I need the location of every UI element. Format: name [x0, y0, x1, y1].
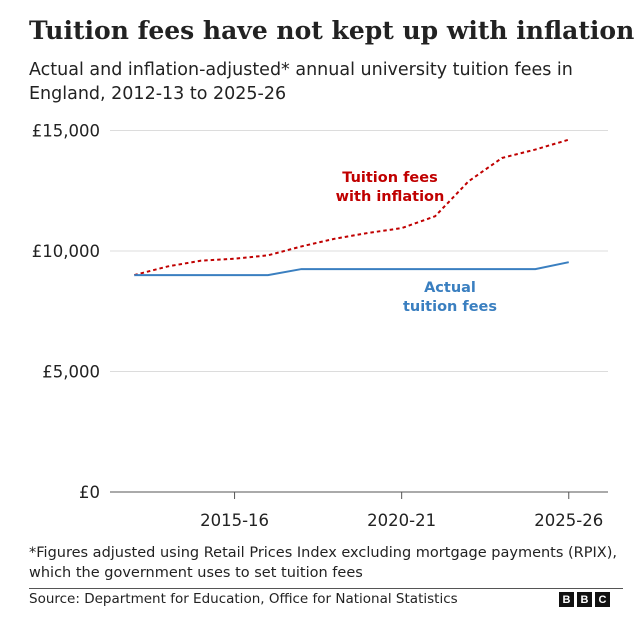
x-tick-label: 2020-21 — [367, 511, 436, 530]
y-tick-label: £5,000 — [42, 363, 100, 382]
x-tick-label: 2025-26 — [534, 511, 603, 530]
series-label: tuition fees — [403, 299, 497, 315]
divider — [29, 588, 623, 589]
y-tick-label: £15,000 — [32, 122, 100, 141]
series-label: with inflation — [336, 189, 445, 205]
footnote: *Figures adjusted using Retail Prices In… — [29, 545, 617, 581]
actual-fees-line — [134, 261, 569, 277]
y-tick-label: £0 — [79, 483, 100, 502]
logo-letter: C — [595, 592, 610, 607]
line-chart: £0 £5,000 £10,000 £15,000 2015-16 2020-21 2025… — [32, 122, 608, 530]
logo-letter: B — [559, 592, 574, 607]
series-label: Actual — [424, 280, 476, 296]
bbc-logo: B B C — [559, 592, 610, 607]
chart-subtitle: Actual and inflation-adjusted* annual un… — [29, 60, 573, 104]
chart-title: Tuition fees have not kept up with infla… — [29, 16, 635, 45]
series-label: Tuition fees — [342, 170, 437, 186]
logo-letter: B — [577, 592, 592, 607]
y-tick-label: £10,000 — [32, 242, 100, 261]
source-note: Source: Department for Education, Office… — [29, 591, 458, 607]
x-tick-label: 2015-16 — [200, 511, 269, 530]
inflation-adjusted-fees-line — [134, 138, 570, 277]
